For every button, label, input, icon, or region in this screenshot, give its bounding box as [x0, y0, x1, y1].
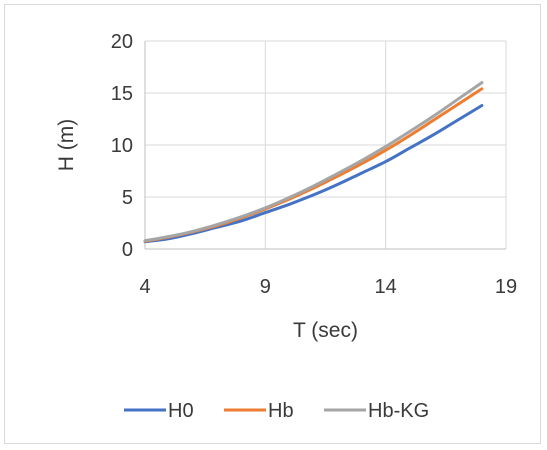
- y-axis-title: H (m): [55, 119, 78, 171]
- y-tick-label: 10: [111, 135, 133, 157]
- legend-label: Hb-KG: [368, 400, 429, 422]
- tick-labels: 0 5 10 15 20 4 9 14 19: [111, 31, 517, 298]
- series-line-hb: [143, 87, 484, 243]
- y-tick-label: 5: [122, 187, 133, 209]
- x-tick-label: 4: [139, 276, 150, 298]
- chart-area: [4, 4, 541, 444]
- series-line-hb-kg: [143, 81, 484, 243]
- axes: [144, 41, 506, 250]
- y-tick-label: 20: [111, 31, 133, 53]
- gridlines: [145, 40, 507, 249]
- y-tick-label: 15: [111, 83, 133, 105]
- x-axis-title: T (sec): [293, 319, 358, 342]
- legend-label: H0: [168, 400, 194, 422]
- legend: H0 Hb Hb-KG: [124, 400, 429, 422]
- y-tick-label: 0: [122, 239, 133, 261]
- x-tick-label: 14: [375, 276, 397, 298]
- x-tick-label: 19: [495, 276, 517, 298]
- series-line-h0: [143, 104, 484, 244]
- x-tick-label: 9: [260, 276, 271, 298]
- legend-label: Hb: [268, 400, 294, 422]
- series-lines: [143, 81, 484, 244]
